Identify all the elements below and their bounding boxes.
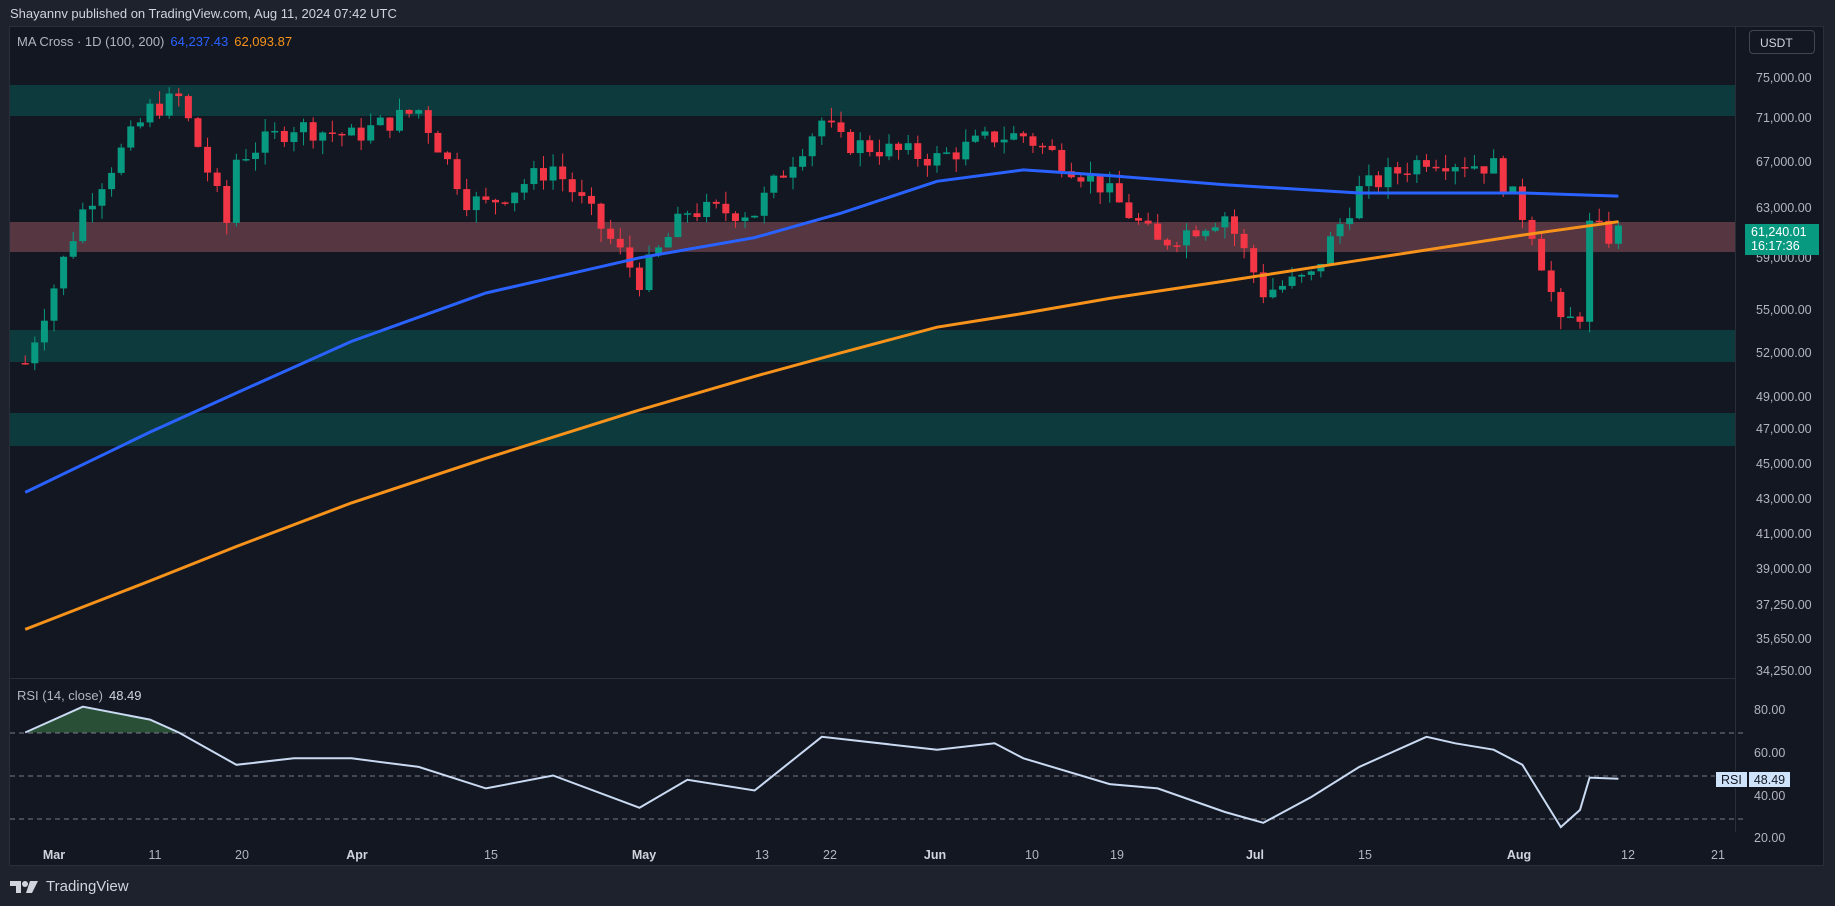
price-axis-label: 39,000.00	[1756, 562, 1812, 576]
rsi-axis-label: 60.00	[1754, 746, 1786, 760]
tradingview-logo[interactable]: TradingView	[10, 878, 129, 895]
date-axis-label: 21	[1711, 848, 1725, 862]
price-axis-label: 75,000.00	[1756, 71, 1812, 85]
price-axis-label: 35,650.00	[1756, 632, 1812, 646]
price-axis-label: 52,000.00	[1756, 346, 1812, 360]
date-axis-label: Jun	[923, 848, 947, 862]
price-zones	[10, 85, 1735, 446]
price-axis-label: 49,000.00	[1756, 390, 1812, 404]
ma200-value: 62,093.87	[234, 34, 293, 49]
support-zone-lower	[10, 413, 1735, 446]
date-axis-label: Apr	[346, 848, 368, 862]
date-axis-label: Jul	[1245, 848, 1265, 862]
rsi-tag-label: RSI	[1715, 771, 1748, 788]
last-price: 61,240.01	[1751, 225, 1807, 239]
rsi-axis-label: 20.00	[1754, 831, 1786, 845]
rsi-levels	[10, 732, 1745, 820]
rsi-legend-value: 48.49	[108, 688, 142, 703]
rsi-legend[interactable]: RSI (14, close) 48.49	[17, 688, 142, 703]
date-axis-label: Mar	[42, 848, 66, 862]
price-axis-label: 43,000.00	[1756, 492, 1812, 506]
rsi-axis-label: 80.00	[1754, 703, 1786, 717]
rsi-legend-title: RSI (14, close)	[17, 688, 103, 703]
date-axis-label: 19	[1110, 848, 1124, 862]
price-axis-label: 41,000.00	[1756, 527, 1812, 541]
price-axis-label: 63,000.00	[1756, 201, 1812, 215]
date-axis-label: 22	[823, 848, 837, 862]
date-axis-label: 15	[1358, 848, 1372, 862]
rsi-line	[24, 705, 1619, 829]
date-axis-label: 12	[1621, 848, 1635, 862]
resistance-zone	[10, 85, 1735, 116]
ma100-value: 64,237.43	[170, 34, 229, 49]
ma100-line	[24, 168, 1619, 494]
pivot-zone	[10, 222, 1735, 252]
publisher-line: Shayannv published on TradingView.com, A…	[10, 6, 397, 21]
price-axis-label: 37,250.00	[1756, 598, 1812, 612]
axis-separator	[1735, 27, 1736, 832]
date-axis-label: 11	[148, 848, 162, 862]
last-price-tag: 61,240.01 16:17:36	[1745, 224, 1819, 255]
price-axis-label: 55,000.00	[1756, 303, 1812, 317]
rsi-tag-value: 48.49	[1747, 771, 1792, 788]
price-axis-label: 45,000.00	[1756, 457, 1812, 471]
rsi-axis-label: 40.00	[1754, 789, 1786, 803]
currency-button[interactable]: USDT	[1749, 30, 1815, 54]
date-axis-label: 13	[755, 848, 769, 862]
price-axis-label: 34,250.00	[1756, 664, 1812, 678]
date-axis-label: 15	[484, 848, 498, 862]
rsi-value-tag: RSI 48.49	[1715, 771, 1792, 788]
ma-legend[interactable]: MA Cross · 1D (100, 200) 64,237.43 62,093.…	[17, 34, 292, 49]
date-axis-label: Aug	[1506, 848, 1532, 862]
date-axis-label: May	[631, 848, 657, 862]
candlesticks	[21, 87, 1622, 371]
price-axis-label: 71,000.00	[1756, 111, 1812, 125]
ma200-line	[24, 220, 1619, 631]
price-axis-label: 47,000.00	[1756, 422, 1812, 436]
brand-name: TradingView	[46, 878, 129, 895]
date-axis-label: 10	[1025, 848, 1039, 862]
tradingview-logo-icon	[10, 880, 38, 893]
bar-countdown: 16:17:36	[1751, 239, 1800, 253]
price-axis-label: 67,000.00	[1756, 155, 1812, 169]
ma-legend-title: MA Cross · 1D (100, 200)	[17, 34, 165, 49]
support-zone	[10, 330, 1735, 362]
pane-separator[interactable]	[10, 678, 1735, 679]
rsi-overbought-fill	[25, 706, 237, 733]
date-axis-label: 20	[235, 848, 249, 862]
